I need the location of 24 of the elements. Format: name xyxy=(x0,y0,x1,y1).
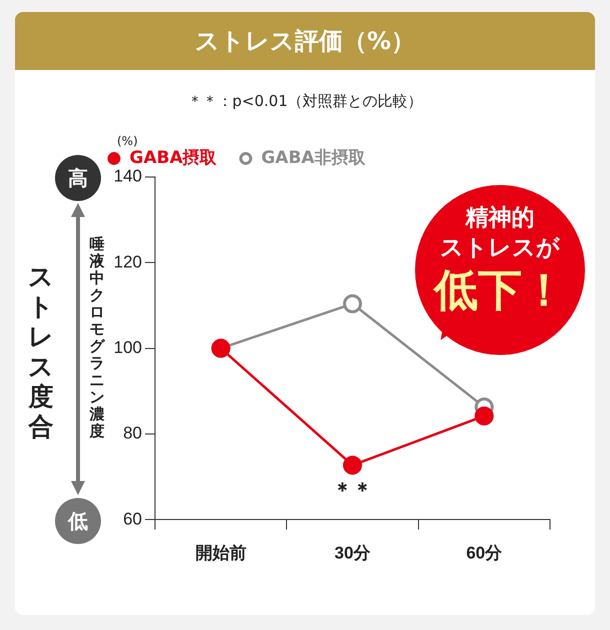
text: 高 xyxy=(55,155,101,201)
text: 低 xyxy=(55,498,101,544)
chart-subtitle: ＊＊：p<0.01（対照群との比較） xyxy=(186,92,424,111)
annotation: ストレスが xyxy=(439,234,561,263)
legend-label: GABA非摂取 xyxy=(261,148,366,168)
annotation: 低下！ xyxy=(432,264,567,318)
x-tick-label: 60分 xyxy=(466,543,504,562)
point xyxy=(474,406,494,426)
text: ストレス度合 xyxy=(27,262,55,442)
y-tick-label: 120 xyxy=(114,252,142,272)
y-tick-label: 60 xyxy=(123,509,142,528)
x-tick-label: 開始前 xyxy=(195,543,246,562)
point xyxy=(343,294,362,314)
annotation: ＊＊ xyxy=(332,477,372,502)
y-tick-label: 100 xyxy=(114,338,142,357)
text: (%) xyxy=(117,134,138,148)
legend-label: GABA摂取 xyxy=(130,148,218,168)
y-tick-label: 140 xyxy=(114,166,142,186)
chart-title: ストレス評価（%） xyxy=(15,12,595,70)
annotation: 精神的 xyxy=(464,204,536,233)
point xyxy=(343,456,362,475)
y-tick-label: 80 xyxy=(123,424,142,443)
text: 唾液中クロモグラニン濃度 xyxy=(90,235,104,440)
x-tick-label: 30分 xyxy=(334,543,372,562)
